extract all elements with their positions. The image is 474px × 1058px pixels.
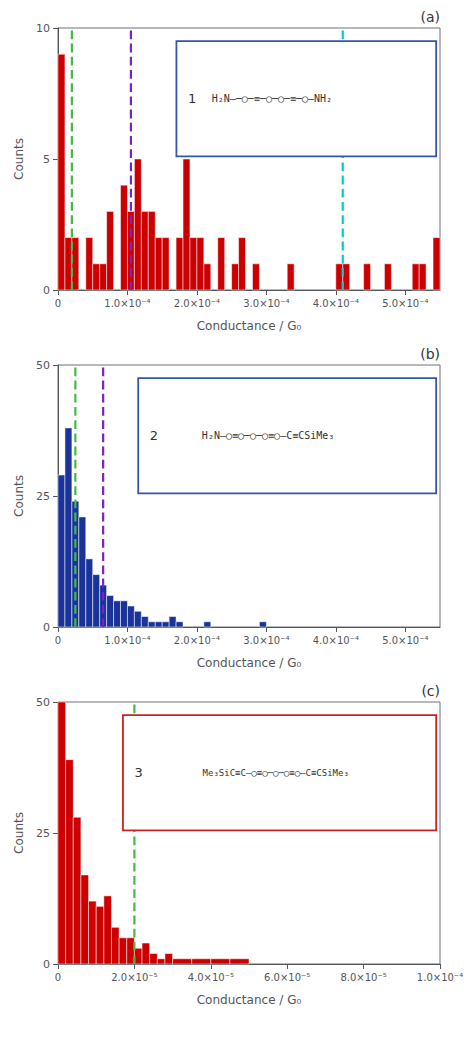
svg-text:3.0×10⁻⁴: 3.0×10⁻⁴ [243,635,289,646]
svg-text:Conductance / G₀: Conductance / G₀ [197,993,302,1007]
svg-text:1: 1 [188,91,196,106]
svg-text:(c): (c) [421,683,440,699]
svg-text:1.0×10⁻⁴: 1.0×10⁻⁴ [104,298,150,309]
svg-text:Counts: Counts [12,475,26,517]
svg-text:1.0×10⁻⁴: 1.0×10⁻⁴ [417,972,463,983]
svg-text:2.0×10⁻⁴: 2.0×10⁻⁴ [174,298,220,309]
svg-text:4.0×10⁻⁴: 4.0×10⁻⁴ [313,635,359,646]
svg-text:(b): (b) [420,346,440,362]
svg-text:0: 0 [55,635,61,646]
svg-text:Conductance / G₀: Conductance / G₀ [197,656,302,670]
svg-text:Conductance / G₀: Conductance / G₀ [197,319,302,333]
svg-text:50: 50 [36,359,50,372]
svg-text:25: 25 [36,490,50,503]
svg-text:0: 0 [43,284,50,297]
svg-text:3: 3 [134,765,142,780]
svg-text:3.0×10⁻⁴: 3.0×10⁻⁴ [243,298,289,309]
svg-text:2: 2 [150,428,158,443]
svg-text:5.0×10⁻⁴: 5.0×10⁻⁴ [382,635,428,646]
svg-text:0: 0 [55,298,61,309]
svg-text:0: 0 [43,621,50,634]
svg-text:Counts: Counts [12,812,26,854]
svg-text:4.0×10⁻⁵: 4.0×10⁻⁵ [188,972,234,983]
svg-text:2.0×10⁻⁵: 2.0×10⁻⁵ [111,972,157,983]
svg-text:Me₃SiC≡C—○≡○─○─○≡○—C≡CSiMe₃: Me₃SiC≡C—○≡○─○─○≡○—C≡CSiMe₃ [203,768,349,778]
svg-text:5.0×10⁻⁴: 5.0×10⁻⁴ [382,298,428,309]
svg-text:(a): (a) [420,9,440,25]
svg-text:10: 10 [36,22,50,35]
svg-text:0: 0 [43,958,50,971]
svg-text:H₂N—○≡○─○─○≡○—C≡CSiMe₃: H₂N—○≡○─○─○≡○—C≡CSiMe₃ [202,430,334,441]
svg-text:Counts: Counts [12,138,26,180]
svg-text:25: 25 [36,827,50,840]
svg-text:1.0×10⁻⁴: 1.0×10⁻⁴ [104,635,150,646]
svg-text:4.0×10⁻⁴: 4.0×10⁻⁴ [313,298,359,309]
svg-text:H₂N—─○─≡─○─○─≡─○—NH₂: H₂N—─○─≡─○─○─≡─○—NH₂ [212,93,332,104]
svg-text:50: 50 [36,696,50,709]
svg-text:2.0×10⁻⁴: 2.0×10⁻⁴ [174,635,220,646]
svg-text:6.0×10⁻⁵: 6.0×10⁻⁵ [264,972,310,983]
svg-text:5: 5 [43,153,50,166]
svg-text:8.0×10⁻⁵: 8.0×10⁻⁵ [340,972,386,983]
svg-text:0: 0 [55,972,61,983]
